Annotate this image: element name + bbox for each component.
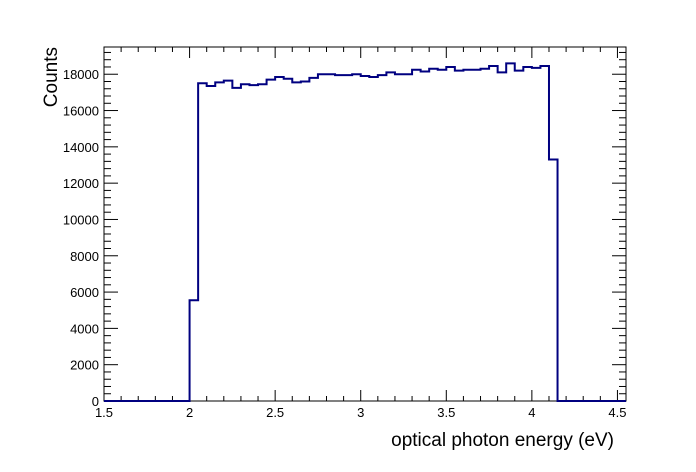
y-tick-label: 6000 <box>70 285 99 300</box>
y-tick-label: 10000 <box>63 212 99 227</box>
x-axis-ticks <box>103 47 618 401</box>
histogram-series-line <box>104 62 626 402</box>
y-tick-label: 8000 <box>70 249 99 264</box>
x-tick-label: 3.5 <box>437 405 455 420</box>
y-tick-label: 16000 <box>63 104 99 119</box>
y-tick-label: 12000 <box>63 176 99 191</box>
x-axis-tick-labels: 1.5 2 2.5 3 3.5 4 4.5 <box>95 405 627 420</box>
y-axis-title: Counts <box>41 47 62 107</box>
x-tick-label: 2.5 <box>266 405 284 420</box>
x-tick-label: 4 <box>528 405 535 420</box>
y-tick-label: 18000 <box>63 67 99 82</box>
x-tick-label: 2 <box>186 405 193 420</box>
y-tick-label: 4000 <box>70 321 99 336</box>
y-tick-label: 14000 <box>63 140 99 155</box>
y-axis-tick-labels: 0 2000 4000 6000 8000 10000 12000 14000 16000 180… <box>63 67 99 409</box>
y-tick-label: 0 <box>92 394 99 409</box>
x-axis-title: optical photon energy (eV) <box>391 430 614 451</box>
y-axis-ticks <box>104 51 626 402</box>
x-tick-label: 3 <box>357 405 364 420</box>
x-tick-label: 4.5 <box>608 405 626 420</box>
plot-frame <box>103 46 627 402</box>
x-tick-label: 1.5 <box>95 405 113 420</box>
y-tick-label: 2000 <box>70 358 99 373</box>
